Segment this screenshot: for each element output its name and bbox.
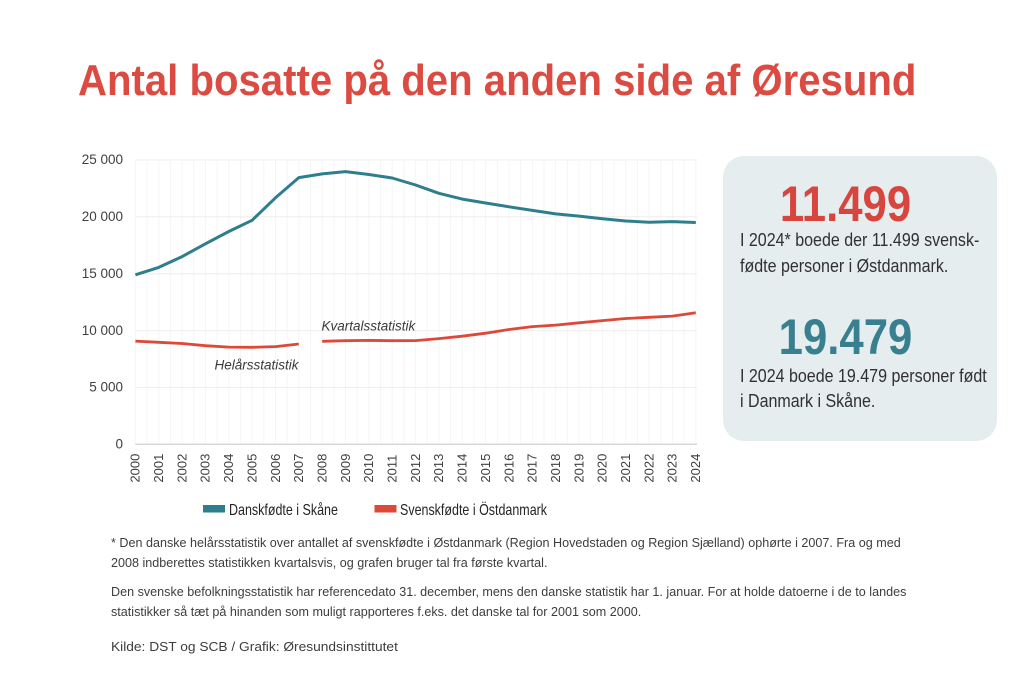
svg-text:2024: 2024	[688, 454, 703, 483]
svg-text:2009: 2009	[338, 454, 353, 483]
svg-text:2010: 2010	[361, 454, 376, 483]
svg-text:2019: 2019	[571, 454, 586, 483]
svg-text:2000: 2000	[128, 454, 143, 483]
svg-text:Helårsstatistik: Helårsstatistik	[215, 358, 300, 373]
svg-text:2022: 2022	[641, 454, 656, 483]
svg-text:2003: 2003	[198, 454, 213, 483]
svg-text:2007: 2007	[291, 454, 306, 483]
svg-text:Kvartalsstatistik: Kvartalsstatistik	[322, 319, 417, 334]
svg-text:2013: 2013	[431, 454, 446, 483]
svg-text:2002: 2002	[174, 454, 189, 483]
svg-text:2012: 2012	[408, 454, 423, 483]
svg-text:2014: 2014	[455, 454, 470, 483]
svg-text:2023: 2023	[665, 454, 680, 483]
svg-text:2011: 2011	[385, 455, 400, 483]
svg-text:25 000: 25 000	[82, 152, 123, 167]
svg-text:2004: 2004	[221, 454, 236, 483]
svg-text:2020: 2020	[595, 454, 610, 483]
svg-text:10 000: 10 000	[82, 323, 123, 338]
svg-text:2017: 2017	[525, 454, 540, 483]
svg-text:2001: 2001	[151, 454, 166, 483]
svg-text:2006: 2006	[268, 454, 283, 483]
svg-text:2021: 2021	[618, 454, 633, 483]
svg-text:0: 0	[115, 437, 123, 452]
svg-text:2018: 2018	[548, 454, 563, 483]
svg-text:2008: 2008	[315, 454, 330, 483]
svg-text:5 000: 5 000	[89, 380, 123, 395]
svg-text:2016: 2016	[501, 454, 516, 483]
svg-text:2005: 2005	[244, 454, 259, 483]
svg-text:2015: 2015	[478, 454, 493, 483]
svg-text:20 000: 20 000	[82, 209, 123, 224]
svg-text:15 000: 15 000	[82, 266, 123, 281]
